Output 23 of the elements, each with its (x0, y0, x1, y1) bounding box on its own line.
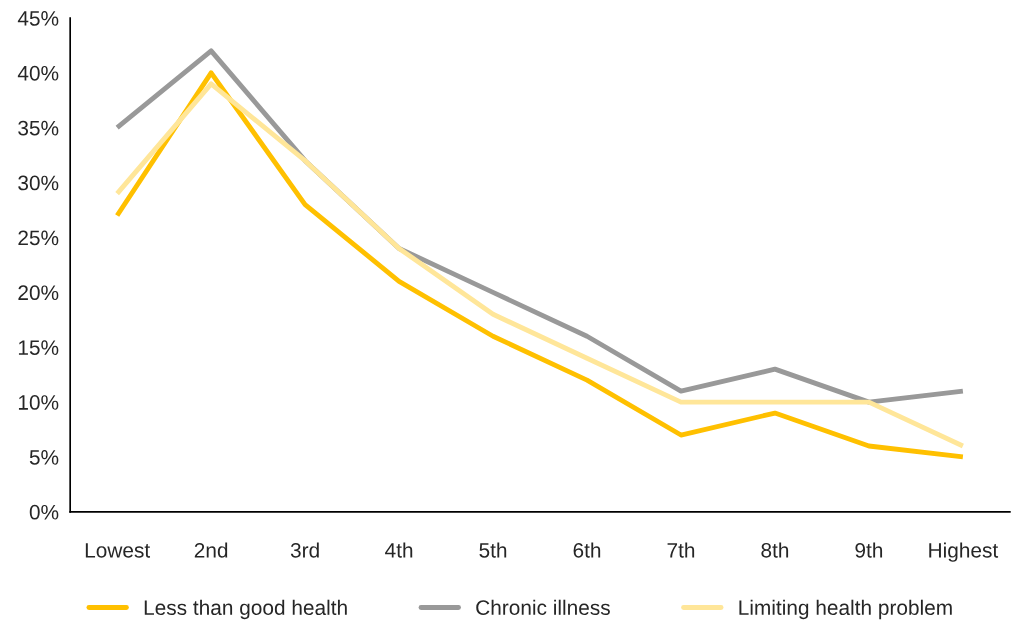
y-tick-label: 10% (18, 395, 59, 410)
y-tick-label: 35% (18, 120, 59, 136)
y-tick-label: 30% (18, 175, 59, 191)
y-tick-label: 5% (29, 450, 59, 465)
y-tick-label: 20% (18, 285, 59, 301)
y-tick-label: 15% (18, 340, 59, 355)
x-tick-label: 3rd (290, 542, 319, 558)
legend-label: Limiting health problem (739, 599, 952, 620)
y-tick-label: 0% (29, 504, 59, 520)
x-tick-label: 5th (479, 542, 507, 558)
x-tick-label: 8th (761, 542, 789, 558)
x-tick-label: 4th (385, 542, 413, 558)
x-tick-label: 9th (855, 542, 883, 558)
y-tick-label: 45% (17, 11, 59, 26)
legend-label: Chronic illness (476, 599, 610, 616)
legend-label: Less than good health (144, 599, 347, 620)
x-tick-label: Lowest (85, 543, 151, 558)
x-tick-label: 2nd (194, 542, 228, 558)
y-tick-label: 25% (18, 230, 59, 246)
x-tick-label: Highest (929, 542, 999, 562)
x-tick-label: 7th (667, 542, 695, 558)
x-tick-label: 6th (573, 542, 601, 558)
y-tick-label: 40% (17, 65, 59, 81)
